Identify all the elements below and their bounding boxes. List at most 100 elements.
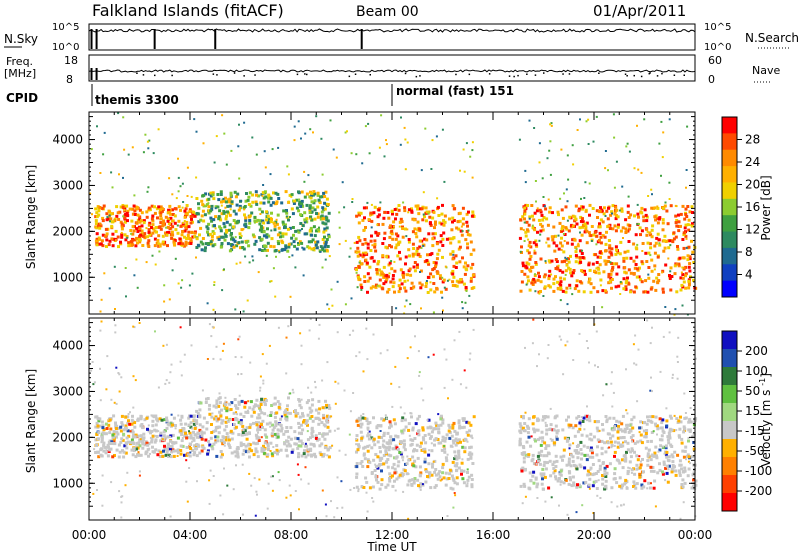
- data-cell: [344, 131, 347, 134]
- data-cell: [600, 210, 604, 214]
- data-cell: [463, 446, 467, 450]
- data-cell: [451, 257, 455, 261]
- data-cell: [126, 236, 129, 239]
- data-cell: [434, 263, 438, 267]
- data-cell: [253, 219, 257, 223]
- data-cell: [574, 217, 578, 221]
- data-cell: [111, 212, 114, 216]
- data-cell: [264, 166, 267, 169]
- data-cell: [311, 398, 315, 402]
- data-cell: [250, 449, 254, 453]
- data-cell: [433, 485, 437, 489]
- data-cell: [612, 113, 615, 116]
- data-cell: [169, 455, 173, 459]
- data-cell: [441, 296, 444, 299]
- data-cell: [555, 459, 559, 463]
- data-cell: [305, 192, 309, 196]
- data-cell: [539, 210, 543, 214]
- data-cell: [519, 250, 522, 253]
- data-cell: [227, 198, 231, 202]
- data-cell: [382, 431, 386, 435]
- data-cell: [679, 212, 683, 216]
- data-cell: [664, 201, 667, 204]
- data-cell: [296, 463, 299, 466]
- data-cell: [356, 423, 360, 427]
- data-cell: [327, 406, 331, 410]
- data-cell: [545, 217, 549, 221]
- data-cell: [450, 434, 454, 438]
- data-cell: [215, 399, 219, 403]
- data-cell: [214, 440, 218, 444]
- data-cell: [276, 452, 279, 456]
- data-cell: [376, 262, 380, 266]
- data-cell: [538, 462, 542, 466]
- data-cell: [124, 441, 128, 445]
- data-cell: [437, 424, 441, 428]
- data-cell: [575, 445, 579, 448]
- data-cell: [297, 431, 301, 435]
- data-cell: [145, 441, 149, 445]
- data-cell: [433, 232, 437, 236]
- data-cell: [176, 455, 179, 457]
- data-cell: [192, 210, 196, 214]
- data-cell: [522, 451, 526, 455]
- data-cell: [256, 416, 260, 420]
- data-cell: [163, 284, 166, 287]
- data-cell: [541, 177, 544, 180]
- data-cell: [687, 228, 691, 232]
- data-cell: [107, 423, 111, 427]
- data-cell: [252, 453, 256, 457]
- data-cell: [251, 200, 255, 204]
- data-cell: [287, 245, 291, 249]
- data-cell: [442, 231, 446, 235]
- data-cell: [436, 438, 440, 441]
- data-cell: [658, 216, 662, 220]
- data-cell: [422, 244, 425, 247]
- data-cell: [260, 397, 264, 401]
- data-cell: [682, 501, 685, 504]
- data-cell: [389, 424, 393, 428]
- data-cell: [567, 178, 570, 181]
- data-cell: [533, 127, 536, 129]
- data-cell: [442, 223, 446, 227]
- data-cell: [589, 282, 593, 286]
- data-cell: [669, 244, 672, 247]
- data-cell: [238, 232, 242, 236]
- data-cell: [130, 448, 134, 452]
- data-cell: [566, 303, 569, 306]
- data-cell: [549, 140, 552, 143]
- data-cell: [256, 455, 260, 459]
- data-cell: [159, 205, 163, 209]
- data-cell: [314, 416, 318, 420]
- data-cell: [625, 145, 628, 148]
- data-cell: [132, 433, 136, 437]
- data-cell: [289, 426, 293, 430]
- data-cell: [684, 274, 687, 278]
- data-cell: [567, 266, 571, 270]
- data-cell: [681, 304, 684, 307]
- data-cell: [214, 439, 217, 442]
- data-cell: [323, 241, 327, 245]
- data-cell: [254, 404, 258, 407]
- data-cell: [579, 440, 583, 444]
- data-cell: [179, 422, 183, 426]
- data-cell: [411, 254, 415, 258]
- data-cell: [166, 435, 170, 439]
- data-cell: [381, 443, 384, 446]
- data-cell: [184, 240, 188, 244]
- data-cell: [668, 198, 671, 200]
- data-cell: [110, 224, 114, 228]
- data-cell: [382, 462, 386, 466]
- data-cell: [372, 458, 376, 462]
- data-cell: [658, 448, 662, 452]
- data-cell: [145, 210, 149, 214]
- data-cell: [626, 469, 630, 473]
- data-cell: [270, 280, 273, 283]
- data-cell: [185, 480, 188, 483]
- data-cell: [278, 429, 280, 432]
- data-cell: [215, 345, 218, 348]
- data-cell: [401, 227, 405, 230]
- data-cell: [550, 122, 553, 125]
- data-cell: [89, 192, 92, 195]
- data-cell: [669, 416, 673, 420]
